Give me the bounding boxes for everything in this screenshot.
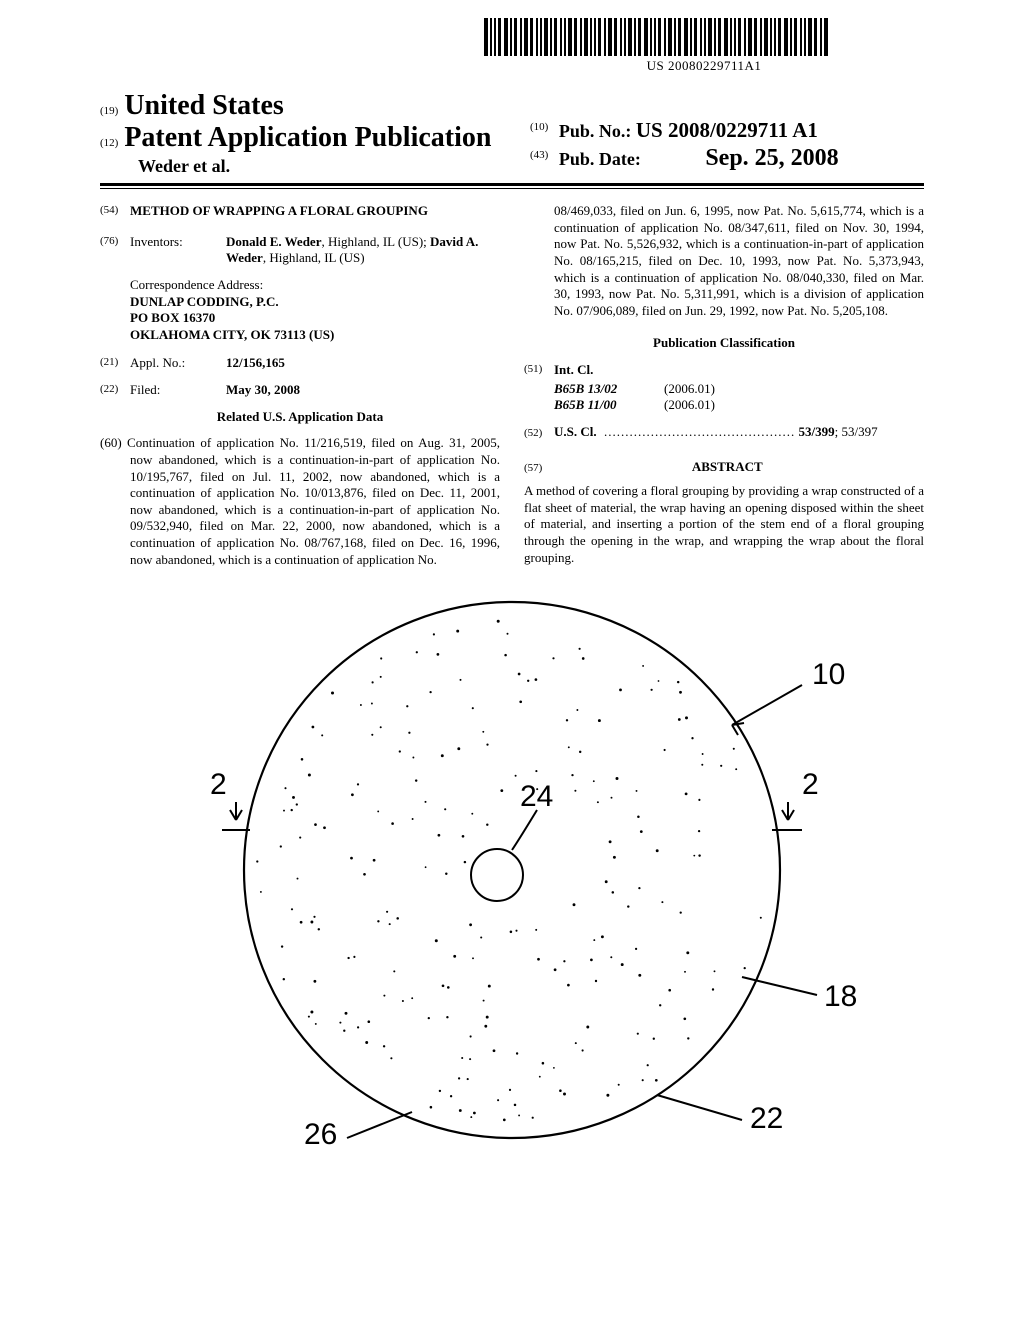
intcl-rows: B65B 13/02 (2006.01) B65B 11/00 (2006.01… bbox=[554, 381, 924, 414]
applno-num: (21) bbox=[100, 355, 130, 372]
corr-line-2: PO BOX 16370 bbox=[130, 310, 500, 327]
uscl-bold: 53/399 bbox=[799, 424, 835, 439]
applno-value: 12/156,165 bbox=[226, 355, 500, 372]
intcl-code-1: B65B 13/02 bbox=[554, 381, 664, 398]
country-name: United States bbox=[124, 90, 283, 122]
pubclass-heading: Publication Classification bbox=[524, 335, 924, 352]
fig-label-2-left: 2 bbox=[210, 768, 227, 802]
filed-value: May 30, 2008 bbox=[226, 382, 500, 399]
intcl-label: Int. Cl. bbox=[554, 362, 593, 379]
uscl-num: (52) bbox=[524, 426, 554, 440]
pubno-label: Pub. No.: bbox=[559, 121, 632, 141]
uscl-label: U.S. Cl. bbox=[554, 424, 604, 441]
applno-label: Appl. No.: bbox=[130, 355, 226, 372]
abstract-heading: ABSTRACT bbox=[557, 459, 897, 476]
filed-label: Filed: bbox=[130, 382, 226, 399]
related-continuation: 08/469,033, filed on Jun. 6, 1995, now P… bbox=[524, 203, 924, 319]
abstract-text: A method of covering a floral grouping b… bbox=[524, 483, 924, 566]
inventors-num: (76) bbox=[100, 234, 130, 267]
intcl-ver-2: (2006.01) bbox=[664, 397, 715, 414]
fig-label-18: 18 bbox=[824, 980, 857, 1014]
inner-circle bbox=[471, 849, 523, 901]
barcode-text: US 20080229711A1 bbox=[484, 58, 924, 74]
related-heading: Related U.S. Application Data bbox=[100, 409, 500, 426]
pubtype-text: Patent Application Publication bbox=[124, 122, 491, 154]
barcode-graphic bbox=[484, 18, 924, 56]
intcl-code-2: B65B 11/00 bbox=[554, 397, 664, 414]
abstract-num: (57) bbox=[524, 461, 554, 475]
pubdate-label: Pub. Date: bbox=[559, 149, 641, 169]
inventors-value: Donald E. Weder, Highland, IL (US); Davi… bbox=[226, 234, 500, 267]
fig-label-26: 26 bbox=[304, 1118, 337, 1152]
invention-title: METHOD OF WRAPPING A FLORAL GROUPING bbox=[130, 203, 500, 220]
fig-label-2-right: 2 bbox=[802, 768, 819, 802]
related-text: (60) Continuation of application No. 11/… bbox=[100, 435, 500, 568]
fig-label-10: 10 bbox=[812, 658, 845, 692]
speckle-dots bbox=[256, 620, 762, 1122]
filed-num: (22) bbox=[100, 382, 130, 399]
body-columns: (54) METHOD OF WRAPPING A FLORAL GROUPIN… bbox=[100, 203, 924, 568]
intcl-num: (51) bbox=[524, 362, 554, 379]
title-num: (54) bbox=[100, 203, 130, 220]
correspondence-block: Correspondence Address: DUNLAP CODDING, … bbox=[130, 277, 500, 344]
leader-lines bbox=[222, 685, 817, 1138]
pubtype-num: (12) bbox=[100, 137, 118, 149]
figure-svg bbox=[102, 590, 922, 1150]
corr-line-1: DUNLAP CODDING, P.C. bbox=[130, 294, 500, 311]
fig-label-22: 22 bbox=[750, 1102, 783, 1136]
inventors-label: Inventors: bbox=[130, 234, 226, 267]
pubno-value: US 2008/0229711 A1 bbox=[636, 118, 818, 142]
outer-circle bbox=[244, 602, 780, 1138]
patent-figure: 10 2 2 24 18 22 26 bbox=[102, 590, 922, 1150]
right-column: 08/469,033, filed on Jun. 6, 1995, now P… bbox=[524, 203, 924, 568]
header-rule bbox=[100, 183, 924, 189]
country-num: (19) bbox=[100, 105, 118, 117]
barcode-block: US 20080229711A1 bbox=[484, 18, 924, 74]
pub-info: (10) Pub. No.: US 2008/0229711 A1 (43) P… bbox=[530, 118, 839, 172]
correspondence-label: Correspondence Address: bbox=[130, 277, 500, 294]
pubdate-num: (43) bbox=[530, 149, 548, 161]
pubno-num: (10) bbox=[530, 121, 548, 133]
corr-line-3: OKLAHOMA CITY, OK 73113 (US) bbox=[130, 327, 500, 344]
fig-label-24: 24 bbox=[520, 780, 553, 814]
left-column: (54) METHOD OF WRAPPING A FLORAL GROUPIN… bbox=[100, 203, 500, 568]
uscl-rest: ; 53/397 bbox=[835, 424, 878, 439]
intcl-ver-1: (2006.01) bbox=[664, 381, 715, 398]
uscl-value: ........................................… bbox=[604, 424, 924, 441]
pubdate-value: Sep. 25, 2008 bbox=[705, 145, 838, 171]
